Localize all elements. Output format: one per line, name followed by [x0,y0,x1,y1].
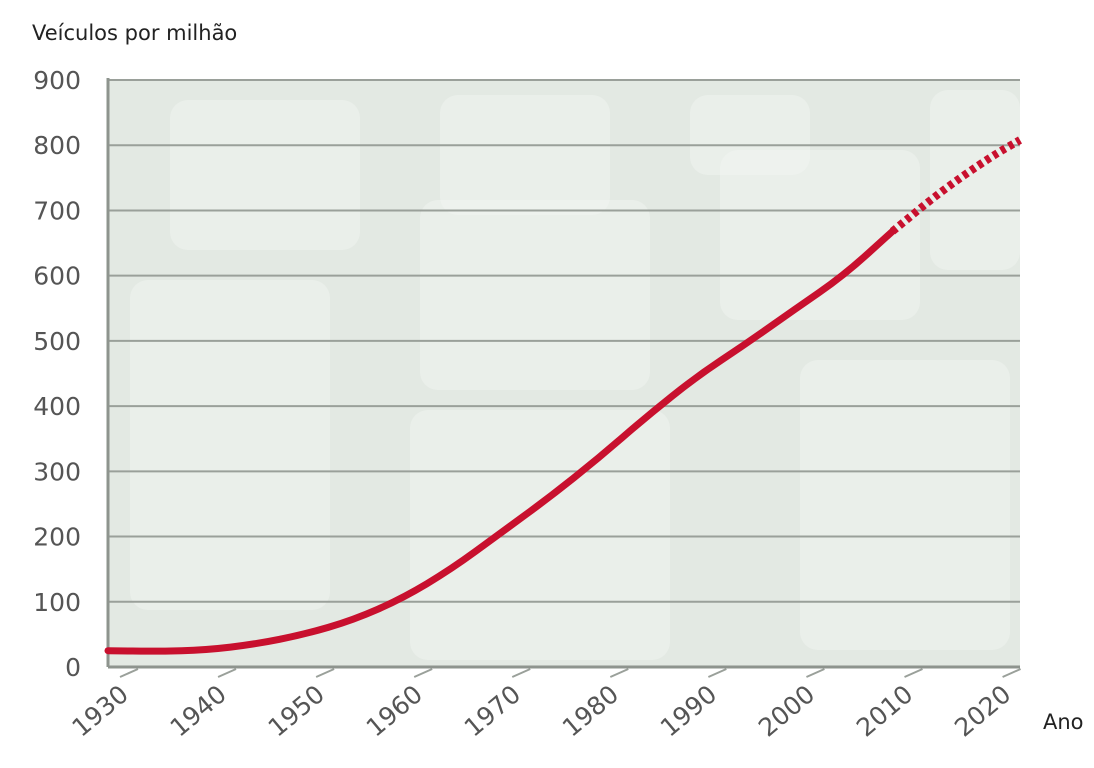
x-tick-mark-1960 [413,668,433,678]
y-tick-label-700: 700 [33,196,81,225]
y-tick-label-900: 900 [33,66,81,95]
y-tick-labels: 0 100 200 300 400 500 600 700 800 900 [33,66,81,682]
x-tick-label-2010: 2010 [851,679,918,742]
background-photo-block [130,280,330,610]
x-tick-label-1970: 1970 [459,679,526,742]
x-tick-label-1960: 1960 [361,679,428,742]
x-tick-mark-1930 [119,668,139,678]
series-line-projection [889,136,1022,235]
series-line-historical [104,227,897,655]
series-group [104,136,1022,655]
y-tick-label-300: 300 [33,457,81,486]
background-photo-block [420,200,650,390]
x-tick-mark-1940 [217,668,237,678]
x-tick-label-2020: 2020 [949,679,1016,742]
background-photo-block [800,360,1010,650]
y-tick-label-800: 800 [33,131,81,160]
x-tick-label-1930: 1930 [66,679,133,742]
x-tick-mark-1970 [511,668,531,678]
background-photo-block [720,150,920,320]
x-tick-mark-2020 [1002,668,1021,678]
y-tick-label-100: 100 [33,588,81,617]
grid-lines [108,79,1020,603]
x-tick-labels: 1930 1940 1950 1960 1970 1980 1990 2000 2010 2020 [66,668,1021,742]
background-photo-block [410,410,670,660]
x-tick-mark-1950 [315,668,335,678]
background-photo-block [170,100,360,250]
x-tick-mark-1990 [707,668,727,678]
y-axis-label: Veículos por milhão [32,21,237,45]
x-tick-mark-2010 [904,668,923,678]
background-photo-block [930,90,1020,270]
plot-background [108,80,1020,667]
x-tick-label-2000: 2000 [753,679,820,742]
x-tick-label-1980: 1980 [557,679,624,742]
x-tick-mark-2000 [806,668,825,678]
y-tick-label-600: 600 [33,262,81,291]
y-tick-label-500: 500 [33,327,81,356]
y-tick-label-0: 0 [65,653,81,682]
x-tick-label-1940: 1940 [165,679,232,742]
x-tick-label-1950: 1950 [263,679,330,742]
x-tick-mark-1980 [609,668,629,678]
y-tick-label-200: 200 [33,523,81,552]
x-tick-label-1990: 1990 [655,679,722,742]
background-photo-block [440,95,610,215]
x-axis-label: Ano [1043,710,1084,734]
y-tick-label-400: 400 [33,392,81,421]
axes [106,78,1020,669]
